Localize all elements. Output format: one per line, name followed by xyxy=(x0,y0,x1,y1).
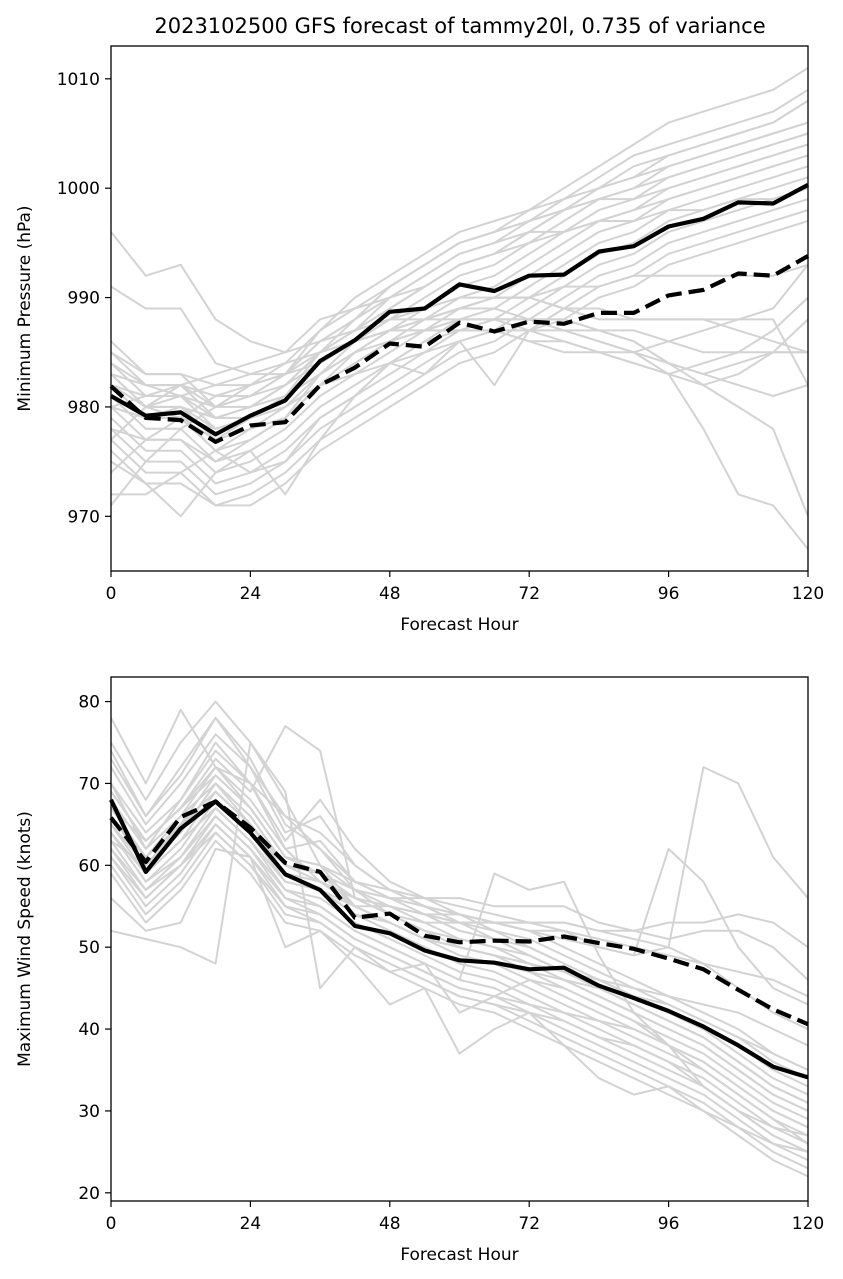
wind-x-tick-label: 96 xyxy=(658,1214,680,1234)
pressure-member-line-28 xyxy=(110,121,809,408)
wind-member-line-22 xyxy=(110,766,809,1031)
wind-member-line-12 xyxy=(110,807,809,1145)
pressure-y-tick-label: 980 xyxy=(68,398,100,418)
wind-member-line-4 xyxy=(110,733,809,1088)
pressure-x-tick-label: 24 xyxy=(240,584,262,604)
wind-member-line-6 xyxy=(110,725,809,1096)
pressure-member-line-3 xyxy=(110,67,809,408)
wind-y-axis-label: Maximum Wind Speed (knots) xyxy=(15,811,35,1067)
pressure-member-line-17 xyxy=(110,307,809,474)
pressure-member-line-1 xyxy=(110,99,809,354)
pressure-member-line-21 xyxy=(110,329,808,430)
pressure-member-line-16 xyxy=(110,318,809,507)
wind-member-line-5 xyxy=(110,749,809,1071)
wind-member-line-20 xyxy=(110,782,809,949)
wind-member-lines xyxy=(110,700,809,1178)
pressure-member-line-29 xyxy=(110,132,809,441)
pressure-member-line-4 xyxy=(110,99,809,419)
wind-member-line-28 xyxy=(110,823,809,1145)
pressure-x-tick-label: 0 xyxy=(106,584,117,604)
pressure-member-line-23 xyxy=(110,318,809,517)
wind-member-line-27 xyxy=(110,815,809,1137)
wind-member-line-13 xyxy=(110,815,809,1153)
wind-x-tick-label: 120 xyxy=(792,1214,824,1234)
wind-y-tick-label: 40 xyxy=(78,1020,100,1040)
pressure-member-line-26 xyxy=(110,187,809,419)
pressure-y-axis-label: Minimum Pressure (hPa) xyxy=(15,205,35,411)
wind-y-tick-label: 20 xyxy=(78,1184,100,1204)
wind-member-line-18 xyxy=(110,847,809,1153)
pressure-member-line-13 xyxy=(110,209,809,507)
wind-y-tick-label: 30 xyxy=(78,1102,100,1122)
pressure-x-tick-label: 96 xyxy=(658,584,680,604)
pressure-y-tick-label: 1000 xyxy=(57,179,100,199)
pressure-dashed-line xyxy=(109,254,810,444)
pressure-x-ticks: 0 24 48 72 96 120 xyxy=(106,571,824,604)
wind-x-ticks: 0 24 48 72 96 120 xyxy=(106,1201,824,1234)
wind-y-tick-label: 60 xyxy=(78,856,100,876)
pressure-member-line-22 xyxy=(110,318,809,550)
pressure-x-tick-label: 72 xyxy=(518,584,540,604)
pressure-member-line-24 xyxy=(110,296,809,408)
wind-dashed-line xyxy=(109,799,809,1027)
wind-member-line-16 xyxy=(110,839,809,1178)
pressure-mean-lines xyxy=(109,183,810,444)
wind-member-line-29 xyxy=(110,831,809,1153)
wind-x-tick-label: 48 xyxy=(379,1214,401,1234)
pressure-x-axis-label: Forecast Hour xyxy=(400,615,518,635)
wind-x-tick-label: 24 xyxy=(240,1214,262,1234)
pressure-y-tick-label: 1010 xyxy=(57,70,100,90)
pressure-y-tick-label: 990 xyxy=(68,289,100,309)
pressure-y-ticks: 970 980 990 1000 1010 xyxy=(57,70,111,527)
pressure-plot-frame xyxy=(110,45,809,572)
wind-member-line-26 xyxy=(110,774,809,1080)
chart-title: 2023102500 GFS forecast of tammy20l, 0.7… xyxy=(154,14,765,38)
wind-y-tick-label: 50 xyxy=(78,938,100,958)
wind-plot-frame xyxy=(110,676,809,1202)
wind-mean-lines xyxy=(109,798,809,1080)
pressure-member-line-12 xyxy=(110,198,809,507)
pressure-member-line-25 xyxy=(110,263,809,419)
wind-y-tick-label: 80 xyxy=(78,693,100,713)
wind-x-tick-label: 72 xyxy=(518,1214,540,1234)
pressure-member-line-20 xyxy=(110,329,808,387)
wind-member-line-17 xyxy=(110,741,809,1129)
pressure-x-tick-label: 120 xyxy=(792,584,824,604)
pressure-panel: 0 24 48 72 96 120 970 980 990 1000 1010 Forecast … xyxy=(15,45,824,635)
wind-y-ticks: 20 30 40 50 60 70 80 xyxy=(78,693,111,1204)
pressure-member-lines xyxy=(110,67,809,550)
wind-member-line-25 xyxy=(110,790,809,1047)
wind-y-tick-label: 70 xyxy=(78,774,100,794)
pressure-y-tick-label: 970 xyxy=(68,507,100,527)
pressure-x-tick-label: 48 xyxy=(379,584,401,604)
wind-x-axis-label: Forecast Hour xyxy=(400,1245,518,1265)
wind-member-line-30 xyxy=(110,716,809,1104)
wind-panel: 0 24 48 72 96 120 20 30 40 50 60 70 80 Forecast Hou… xyxy=(15,676,824,1265)
wind-x-tick-label: 0 xyxy=(106,1214,117,1234)
wind-member-line-1 xyxy=(110,708,809,1071)
wind-member-line-24 xyxy=(110,798,809,1006)
pressure-member-line-30 xyxy=(110,154,809,463)
pressure-solid-line xyxy=(109,183,809,437)
